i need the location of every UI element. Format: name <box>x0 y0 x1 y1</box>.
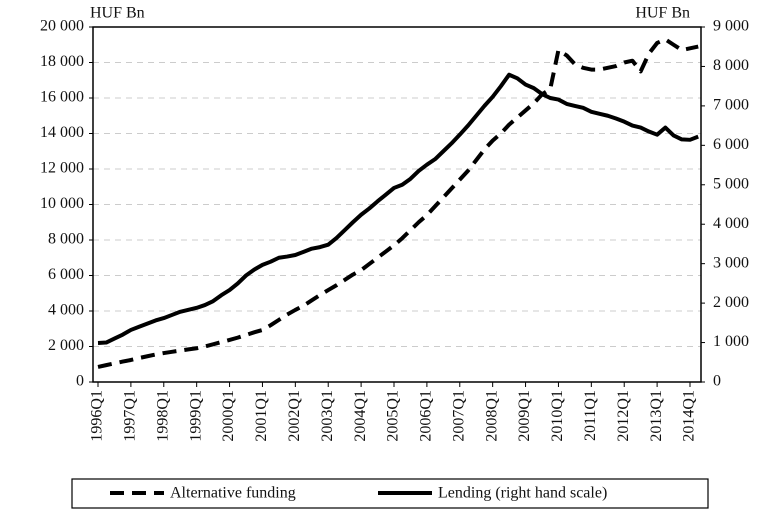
legend-box <box>71 478 709 509</box>
y-tick-label: 6 000 <box>48 266 84 283</box>
x-tick-label: 2005Q1 <box>385 390 402 442</box>
x-tick-label: 2009Q1 <box>516 390 533 442</box>
y-axis-label: HUF Bn <box>90 5 145 22</box>
y2-tick-label: 2 000 <box>713 294 749 311</box>
y2-tick-label: 6 000 <box>713 136 749 153</box>
y2-tick-label: 1 000 <box>713 333 749 350</box>
x-tick-label: 2001Q1 <box>253 390 270 442</box>
x-tick-label: 2002Q1 <box>286 390 303 442</box>
series-line <box>97 37 699 369</box>
y2-tick-label: 0 <box>713 373 721 390</box>
series-line <box>97 72 699 345</box>
y2-tick-label: 8 000 <box>713 57 749 74</box>
x-tick-label: 2003Q1 <box>319 390 336 442</box>
x-tick-label: 2000Q1 <box>220 390 237 442</box>
x-tick-label: 2008Q1 <box>483 390 500 442</box>
y2-tick-label: 5 000 <box>713 175 749 192</box>
y2-tick-label: 4 000 <box>713 215 749 232</box>
x-tick-label: 2012Q1 <box>615 390 632 442</box>
y-tick-label: 20 000 <box>40 18 84 35</box>
x-tick-label: 2013Q1 <box>648 390 665 442</box>
legend-label: Alternative funding <box>170 485 296 502</box>
y-tick-label: 8 000 <box>48 231 84 248</box>
y-tick-label: 4 000 <box>48 302 84 319</box>
x-tick-label: 2011Q1 <box>582 390 599 441</box>
y-tick-label: 12 000 <box>40 160 84 177</box>
y2-tick-label: 9 000 <box>713 18 749 35</box>
x-tick-label: 1998Q1 <box>154 390 171 442</box>
x-tick-label: 2010Q1 <box>549 390 566 442</box>
x-tick-label: 2004Q1 <box>352 390 369 442</box>
y2-axis-label: HUF Bn <box>635 5 690 22</box>
x-tick-label: 1996Q1 <box>89 390 106 442</box>
y-tick-label: 0 <box>76 373 84 390</box>
y2-tick-label: 7 000 <box>713 97 749 114</box>
legend-label: Lending (right hand scale) <box>438 485 607 502</box>
x-tick-label: 1999Q1 <box>187 390 204 442</box>
x-tick-label: 2007Q1 <box>450 390 467 442</box>
y2-tick-label: 3 000 <box>713 254 749 271</box>
y-tick-label: 10 000 <box>40 195 84 212</box>
x-tick-label: 2014Q1 <box>681 390 698 442</box>
plot-frame <box>92 26 702 383</box>
x-tick-label: 1997Q1 <box>122 390 139 442</box>
y-tick-label: 2 000 <box>48 337 84 354</box>
x-tick-label: 2006Q1 <box>418 390 435 442</box>
y-tick-label: 16 000 <box>40 89 84 106</box>
y-tick-label: 18 000 <box>40 53 84 70</box>
y-tick-label: 14 000 <box>40 124 84 141</box>
